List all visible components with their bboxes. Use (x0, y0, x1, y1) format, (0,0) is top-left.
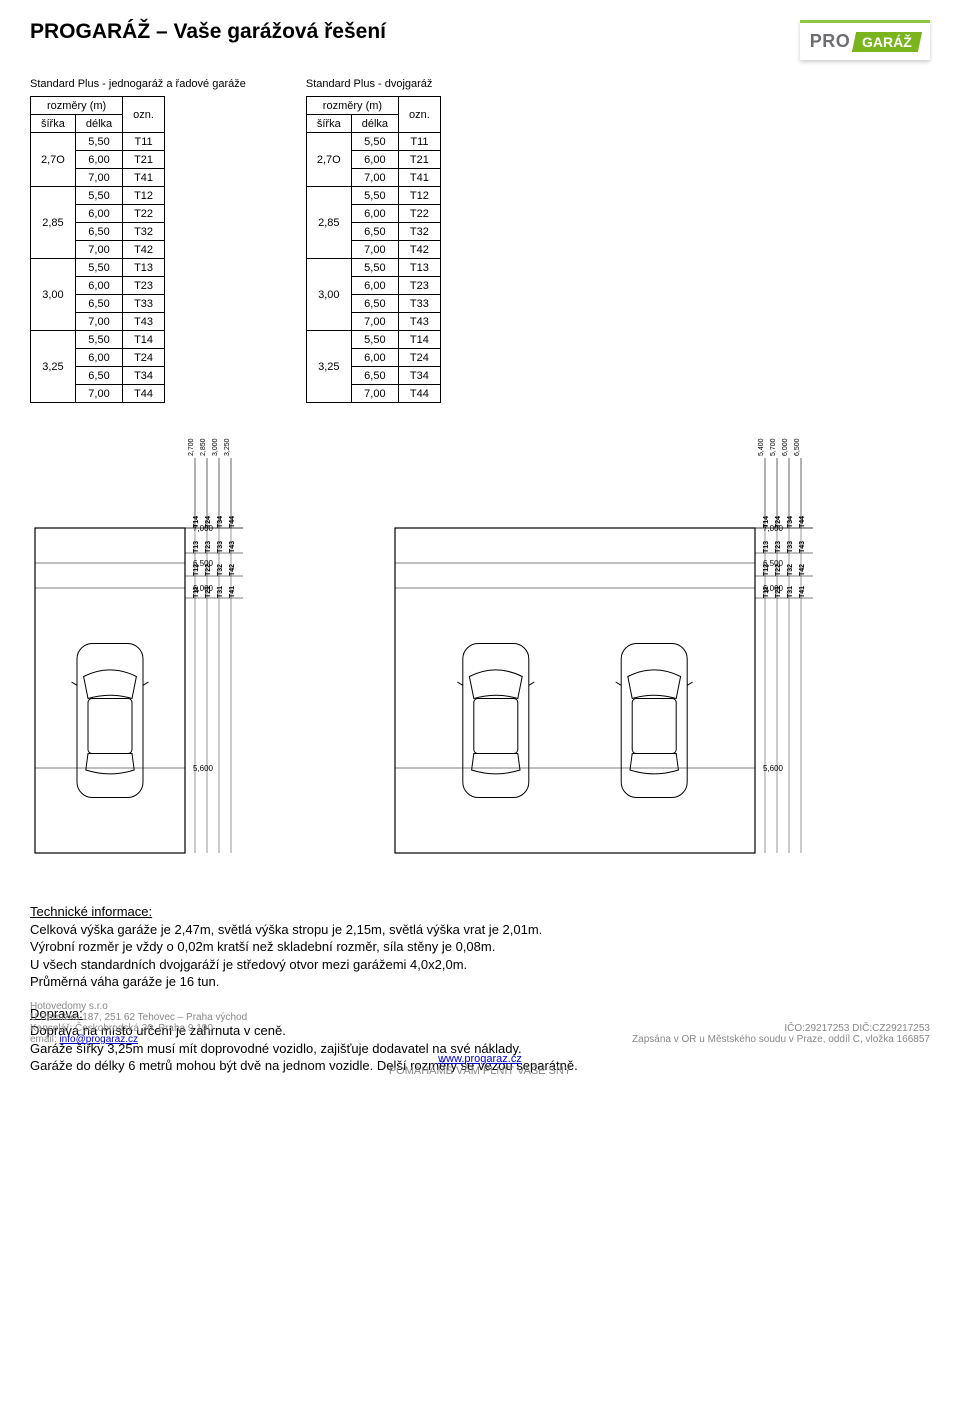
svg-text:T31: T31 (787, 586, 794, 598)
svg-text:6,500: 6,500 (794, 438, 801, 456)
plan-diagram-single: 2,7002,8503,0003,2507,0006,5006,0005,600… (30, 433, 350, 863)
footer-company: Hotovedomy s.r.o (30, 1001, 247, 1012)
svg-text:3,250: 3,250 (224, 438, 231, 456)
table-single-garage: Standard Plus - jednogaráž a řadové gará… (30, 78, 246, 403)
svg-text:T31: T31 (217, 586, 224, 598)
svg-text:5,700: 5,700 (770, 438, 777, 456)
svg-text:5,600: 5,600 (763, 764, 784, 773)
tech-heading: Technické informace: (30, 903, 930, 921)
svg-text:T42: T42 (229, 564, 236, 576)
svg-text:T14: T14 (193, 516, 200, 528)
svg-text:T21: T21 (205, 586, 212, 598)
svg-text:T41: T41 (799, 586, 806, 598)
footer-email-link[interactable]: info@progaraz.cz (59, 1034, 138, 1045)
brand-logo: PRO GARÁŽ (800, 20, 930, 60)
tech-line: Výrobní rozměr je vždy o 0,02m kratší ne… (30, 938, 930, 956)
dims-table-right: rozměry (m)ozn.šířkadélka2,7O5,50T116,00… (306, 96, 441, 403)
logo-text-garaz: GARÁŽ (852, 32, 922, 52)
svg-text:T34: T34 (217, 516, 224, 528)
table-double-garage: Standard Plus - dvojgaráž rozměry (m)ozn… (306, 78, 441, 403)
svg-text:T22: T22 (205, 564, 212, 576)
tech-line: U všech standardních dvojgaráží je střed… (30, 956, 930, 974)
svg-text:5,600: 5,600 (193, 764, 214, 773)
svg-text:2,850: 2,850 (200, 438, 207, 456)
svg-text:T23: T23 (205, 541, 212, 553)
svg-text:3,000: 3,000 (212, 438, 219, 456)
svg-text:T22: T22 (775, 564, 782, 576)
svg-text:T44: T44 (229, 516, 236, 528)
svg-text:T32: T32 (787, 564, 794, 576)
svg-text:T13: T13 (193, 541, 200, 553)
svg-text:T32: T32 (217, 564, 224, 576)
svg-text:T43: T43 (799, 541, 806, 553)
footer-addr1: U Remízku 187, 251 62 Tehovec – Praha vý… (30, 1012, 247, 1023)
footer-reg: Zapsána v OR u Městského soudu v Praze, … (632, 1034, 930, 1045)
footer-email: email: info@progaraz.cz (30, 1034, 247, 1045)
svg-text:T34: T34 (787, 516, 794, 528)
footer-www-link[interactable]: www.progaraz.cz (438, 1053, 522, 1065)
svg-text:T24: T24 (205, 516, 212, 528)
page-title: PROGARÁŽ – Vaše garážová řešení (30, 20, 386, 44)
svg-text:T24: T24 (775, 516, 782, 528)
svg-text:T44: T44 (799, 516, 806, 528)
svg-text:T11: T11 (763, 586, 770, 598)
tech-line: Celková výška garáže je 2,47m, světlá vý… (30, 921, 930, 939)
footer-addr2: Kancelář: Českobrodská 30, Praha 9 190 (30, 1023, 247, 1034)
table-caption: Standard Plus - dvojgaráž (306, 78, 441, 90)
svg-text:T42: T42 (799, 564, 806, 576)
svg-text:T33: T33 (787, 541, 794, 553)
svg-text:2,700: 2,700 (188, 438, 195, 456)
svg-text:T43: T43 (229, 541, 236, 553)
svg-text:T12: T12 (763, 564, 770, 576)
svg-text:6,000: 6,000 (782, 438, 789, 456)
footer-ico: IČO:29217253 DIČ:CZ29217253 (632, 1023, 930, 1034)
svg-text:T33: T33 (217, 541, 224, 553)
logo-text-pro: PRO (810, 31, 851, 52)
svg-text:T14: T14 (763, 516, 770, 528)
svg-text:T23: T23 (775, 541, 782, 553)
table-caption: Standard Plus - jednogaráž a řadové gará… (30, 78, 246, 90)
svg-text:5,400: 5,400 (758, 438, 765, 456)
tech-line: Průměrná váha garáže je 16 tun. (30, 973, 930, 991)
dims-table-left: rozměry (m)ozn.šířkadélka2,7O5,50T116,00… (30, 96, 165, 403)
footer-motto: POMÁHÁME VÁM PLNIT VAŠE SNY (389, 1065, 571, 1077)
svg-text:T11: T11 (193, 586, 200, 598)
svg-text:T21: T21 (775, 586, 782, 598)
svg-text:T13: T13 (763, 541, 770, 553)
svg-text:T41: T41 (229, 586, 236, 598)
page-footer: Hotovedomy s.r.o U Remízku 187, 251 62 T… (30, 1001, 930, 1077)
plan-diagram-double: 5,4005,7006,0006,5007,0006,5006,0005,600… (390, 433, 930, 863)
svg-text:T12: T12 (193, 564, 200, 576)
